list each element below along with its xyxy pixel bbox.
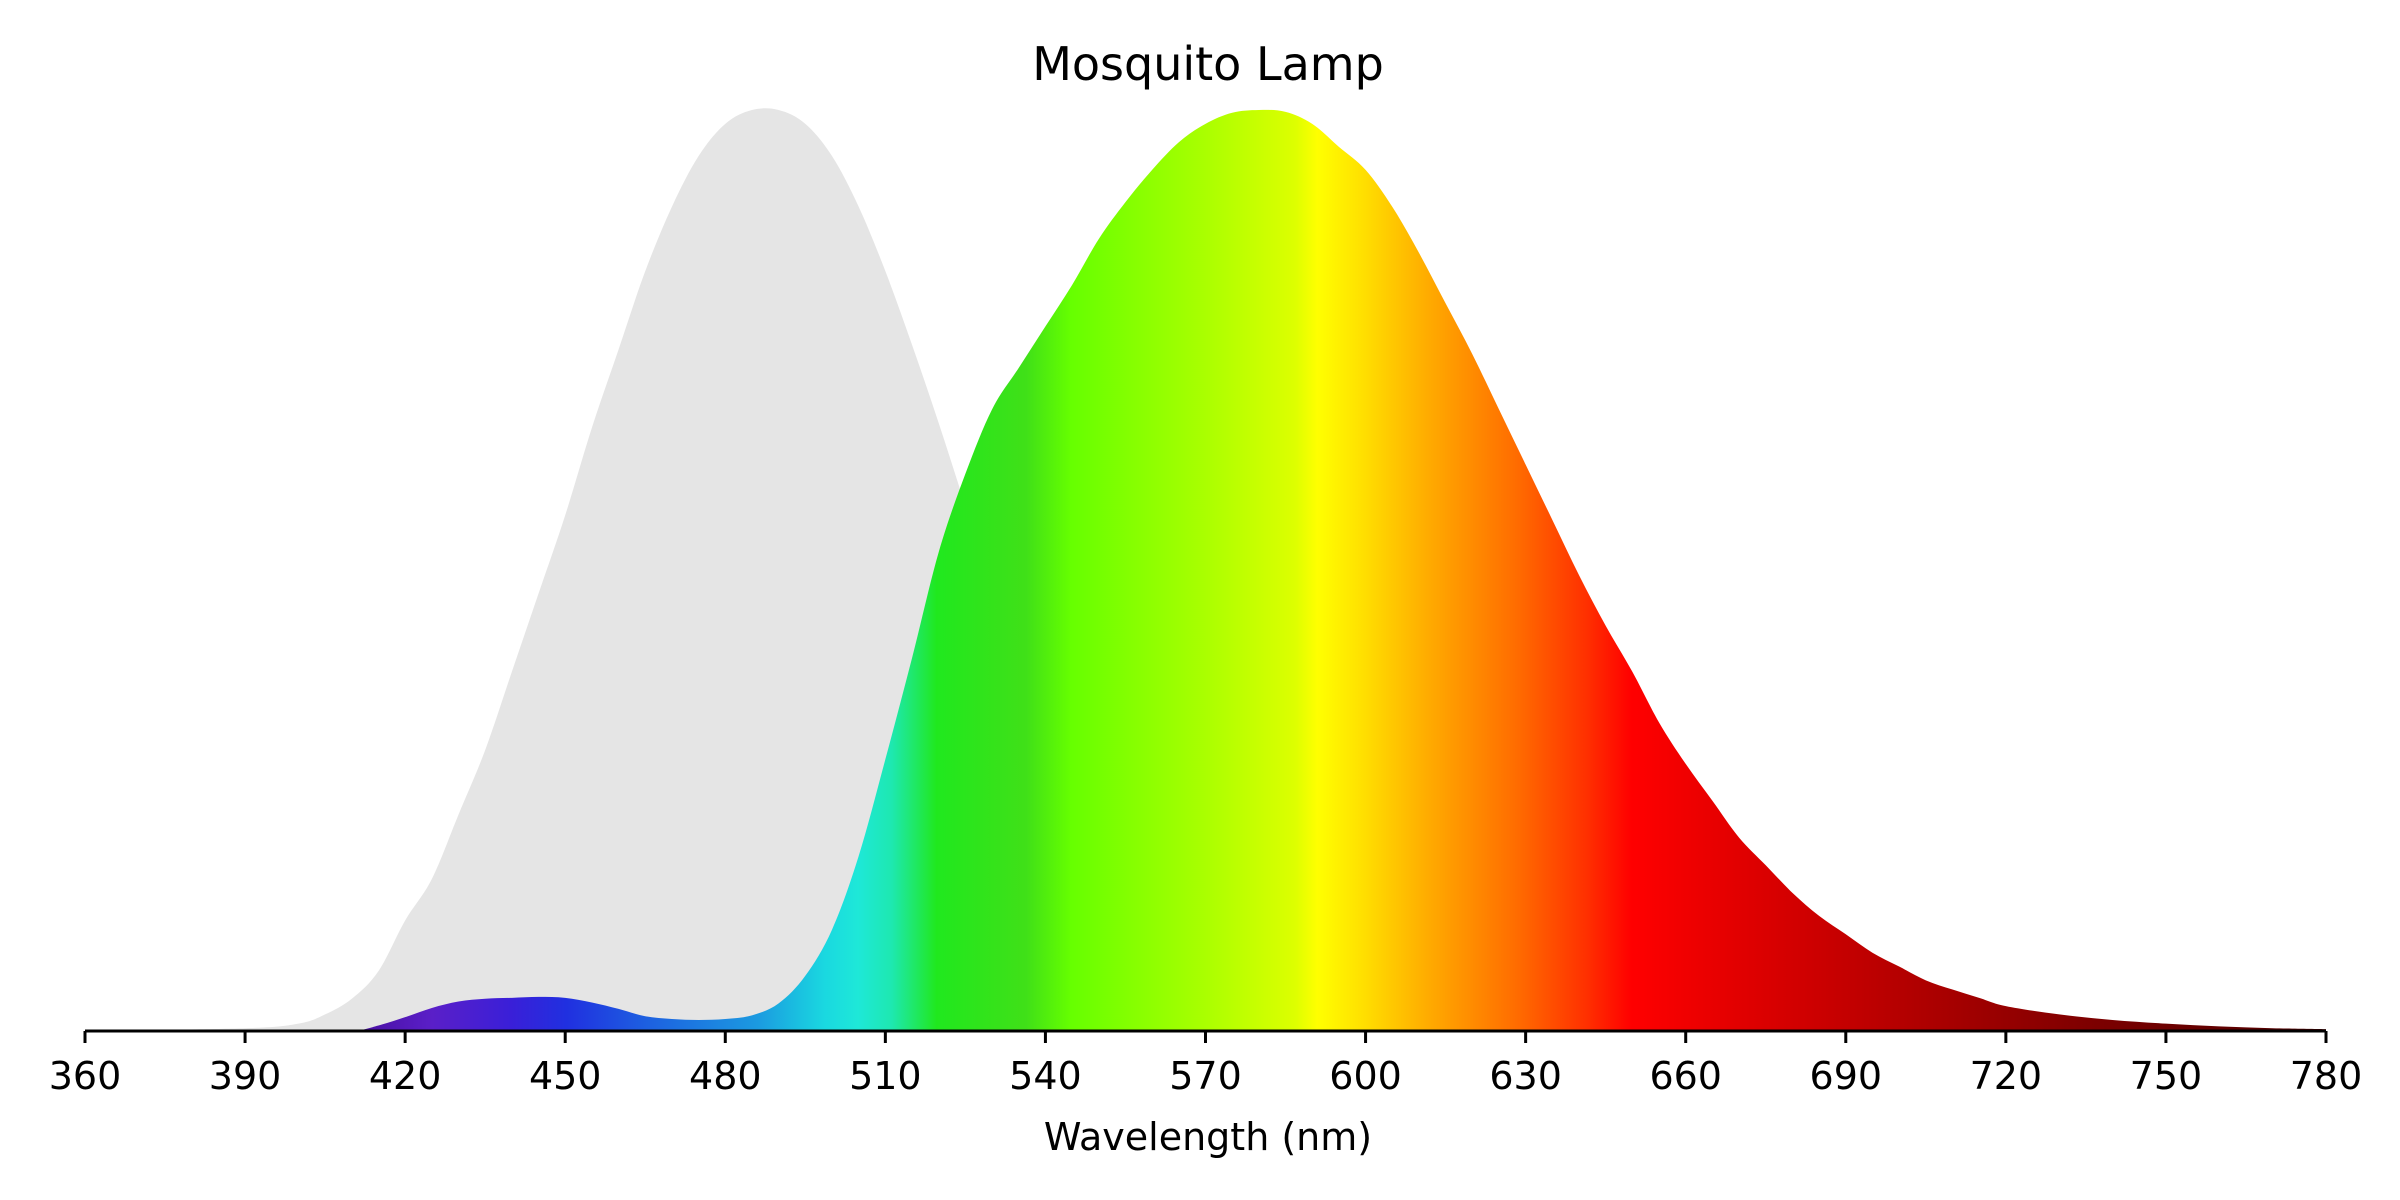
x-tick-label: 480: [689, 1054, 762, 1098]
x-tick-label: 450: [529, 1054, 602, 1098]
x-tick-label: 690: [1810, 1054, 1883, 1098]
spectrum-area: [298, 109, 2327, 1031]
x-tick-label: 420: [369, 1054, 442, 1098]
x-tick-label: 660: [1649, 1054, 1722, 1098]
chart-title: Mosquito Lamp: [1032, 37, 1384, 91]
x-tick-label: 540: [1009, 1054, 1082, 1098]
x-tick-label: 390: [209, 1054, 282, 1098]
x-tick-label: 600: [1329, 1054, 1402, 1098]
x-tick-label: 360: [49, 1054, 122, 1098]
plot-areas: [85, 108, 2327, 1031]
x-tick-label: 720: [1970, 1054, 2043, 1098]
x-axis-ticks: 360 390 420 450 480 510 540 570 600 630 660 690 720 7…: [49, 1031, 2363, 1098]
x-tick-label: 630: [1489, 1054, 1562, 1098]
reference-area: [85, 108, 1579, 1031]
x-tick-label: 510: [849, 1054, 922, 1098]
x-tick-label: 750: [2130, 1054, 2203, 1098]
x-tick-label: 570: [1169, 1054, 1242, 1098]
x-axis-label: Wavelength (nm): [1044, 1115, 1372, 1159]
x-tick-label: 780: [2290, 1054, 2363, 1098]
